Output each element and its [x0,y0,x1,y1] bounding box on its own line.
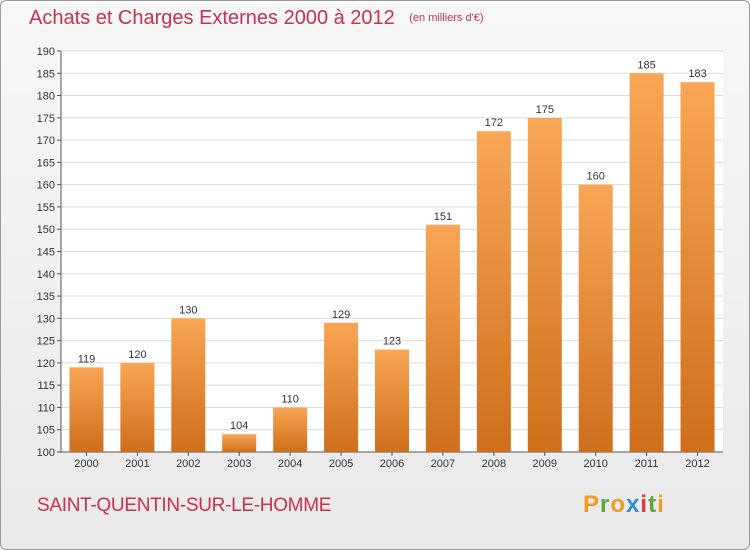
x-tick-label: 2003 [227,458,251,470]
bar-value-label: 123 [383,336,401,348]
y-tick-label: 180 [37,91,55,103]
x-tick-label: 2009 [533,458,557,470]
title-row: Achats et Charges Externes 2000 à 2012 (… [29,7,483,30]
bar [425,224,460,452]
x-tick-label: 2006 [380,458,404,470]
bar-value-label: 129 [332,309,350,321]
y-tick-label: 100 [37,447,55,459]
logo-letter: P [583,491,601,518]
bar-value-label: 119 [78,353,96,365]
y-tick-label: 125 [37,336,55,348]
x-tick-label: 2004 [278,458,302,470]
bar [69,367,104,452]
y-tick-label: 115 [37,380,55,392]
y-tick-label: 135 [37,291,55,303]
x-tick-label: 2007 [431,458,455,470]
bar [476,131,511,452]
bar-value-label: 130 [179,304,197,316]
logo-letter: r [600,491,611,518]
y-tick-label: 105 [37,425,55,437]
bar [629,73,664,453]
bar [324,322,359,452]
bar [527,117,562,452]
place-name: SAINT-QUENTIN-SUR-LE-HOMME [37,495,332,516]
y-tick-label: 150 [37,224,55,236]
bar-value-label: 185 [637,59,655,71]
bar-value-label: 110 [281,393,299,405]
x-tick-label: 2001 [125,458,149,470]
logo-letter: i [640,491,649,518]
y-tick-label: 110 [37,402,55,414]
bar-value-label: 104 [230,420,248,432]
bar-value-label: 160 [587,171,605,183]
bar [578,184,613,452]
y-tick-label: 160 [37,180,55,192]
bar-value-label: 175 [536,104,554,116]
proxiti-logo: Proxiti [583,491,665,519]
bar [273,407,308,452]
y-tick-label: 175 [37,113,55,125]
logo-letter: o [610,491,627,518]
y-tick-label: 190 [37,46,55,58]
x-tick-label: 2011 [635,458,659,470]
bar-value-label: 172 [485,117,503,129]
x-tick-label: 2010 [583,458,607,470]
x-tick-label: 2008 [482,458,506,470]
y-tick-label: 165 [37,157,55,169]
logo-letter: x [626,491,641,518]
bar [222,434,257,452]
x-tick-label: 2000 [74,458,98,470]
chart-unit: (en milliers d'€) [409,12,484,24]
bar [120,362,155,452]
logo-letter: t [648,491,658,518]
bar [375,349,409,452]
y-tick-label: 140 [37,269,55,281]
y-tick-label: 130 [37,313,55,325]
y-tick-label: 155 [37,202,55,214]
x-tick-label: 2012 [685,458,709,470]
x-tick-label: 2002 [176,458,200,470]
logo-letter: i [657,491,665,518]
bar [680,82,715,452]
x-tick-label: 2005 [329,458,353,470]
bar-value-label: 151 [434,211,452,223]
chart-title: Achats et Charges Externes 2000 à 2012 [29,7,395,29]
bar-value-label: 183 [688,68,706,80]
y-tick-label: 120 [37,358,55,370]
bar [171,318,206,452]
y-tick-label: 170 [37,135,55,147]
bar-value-label: 120 [128,349,146,361]
y-tick-label: 145 [37,247,55,259]
y-tick-label: 185 [37,68,55,80]
